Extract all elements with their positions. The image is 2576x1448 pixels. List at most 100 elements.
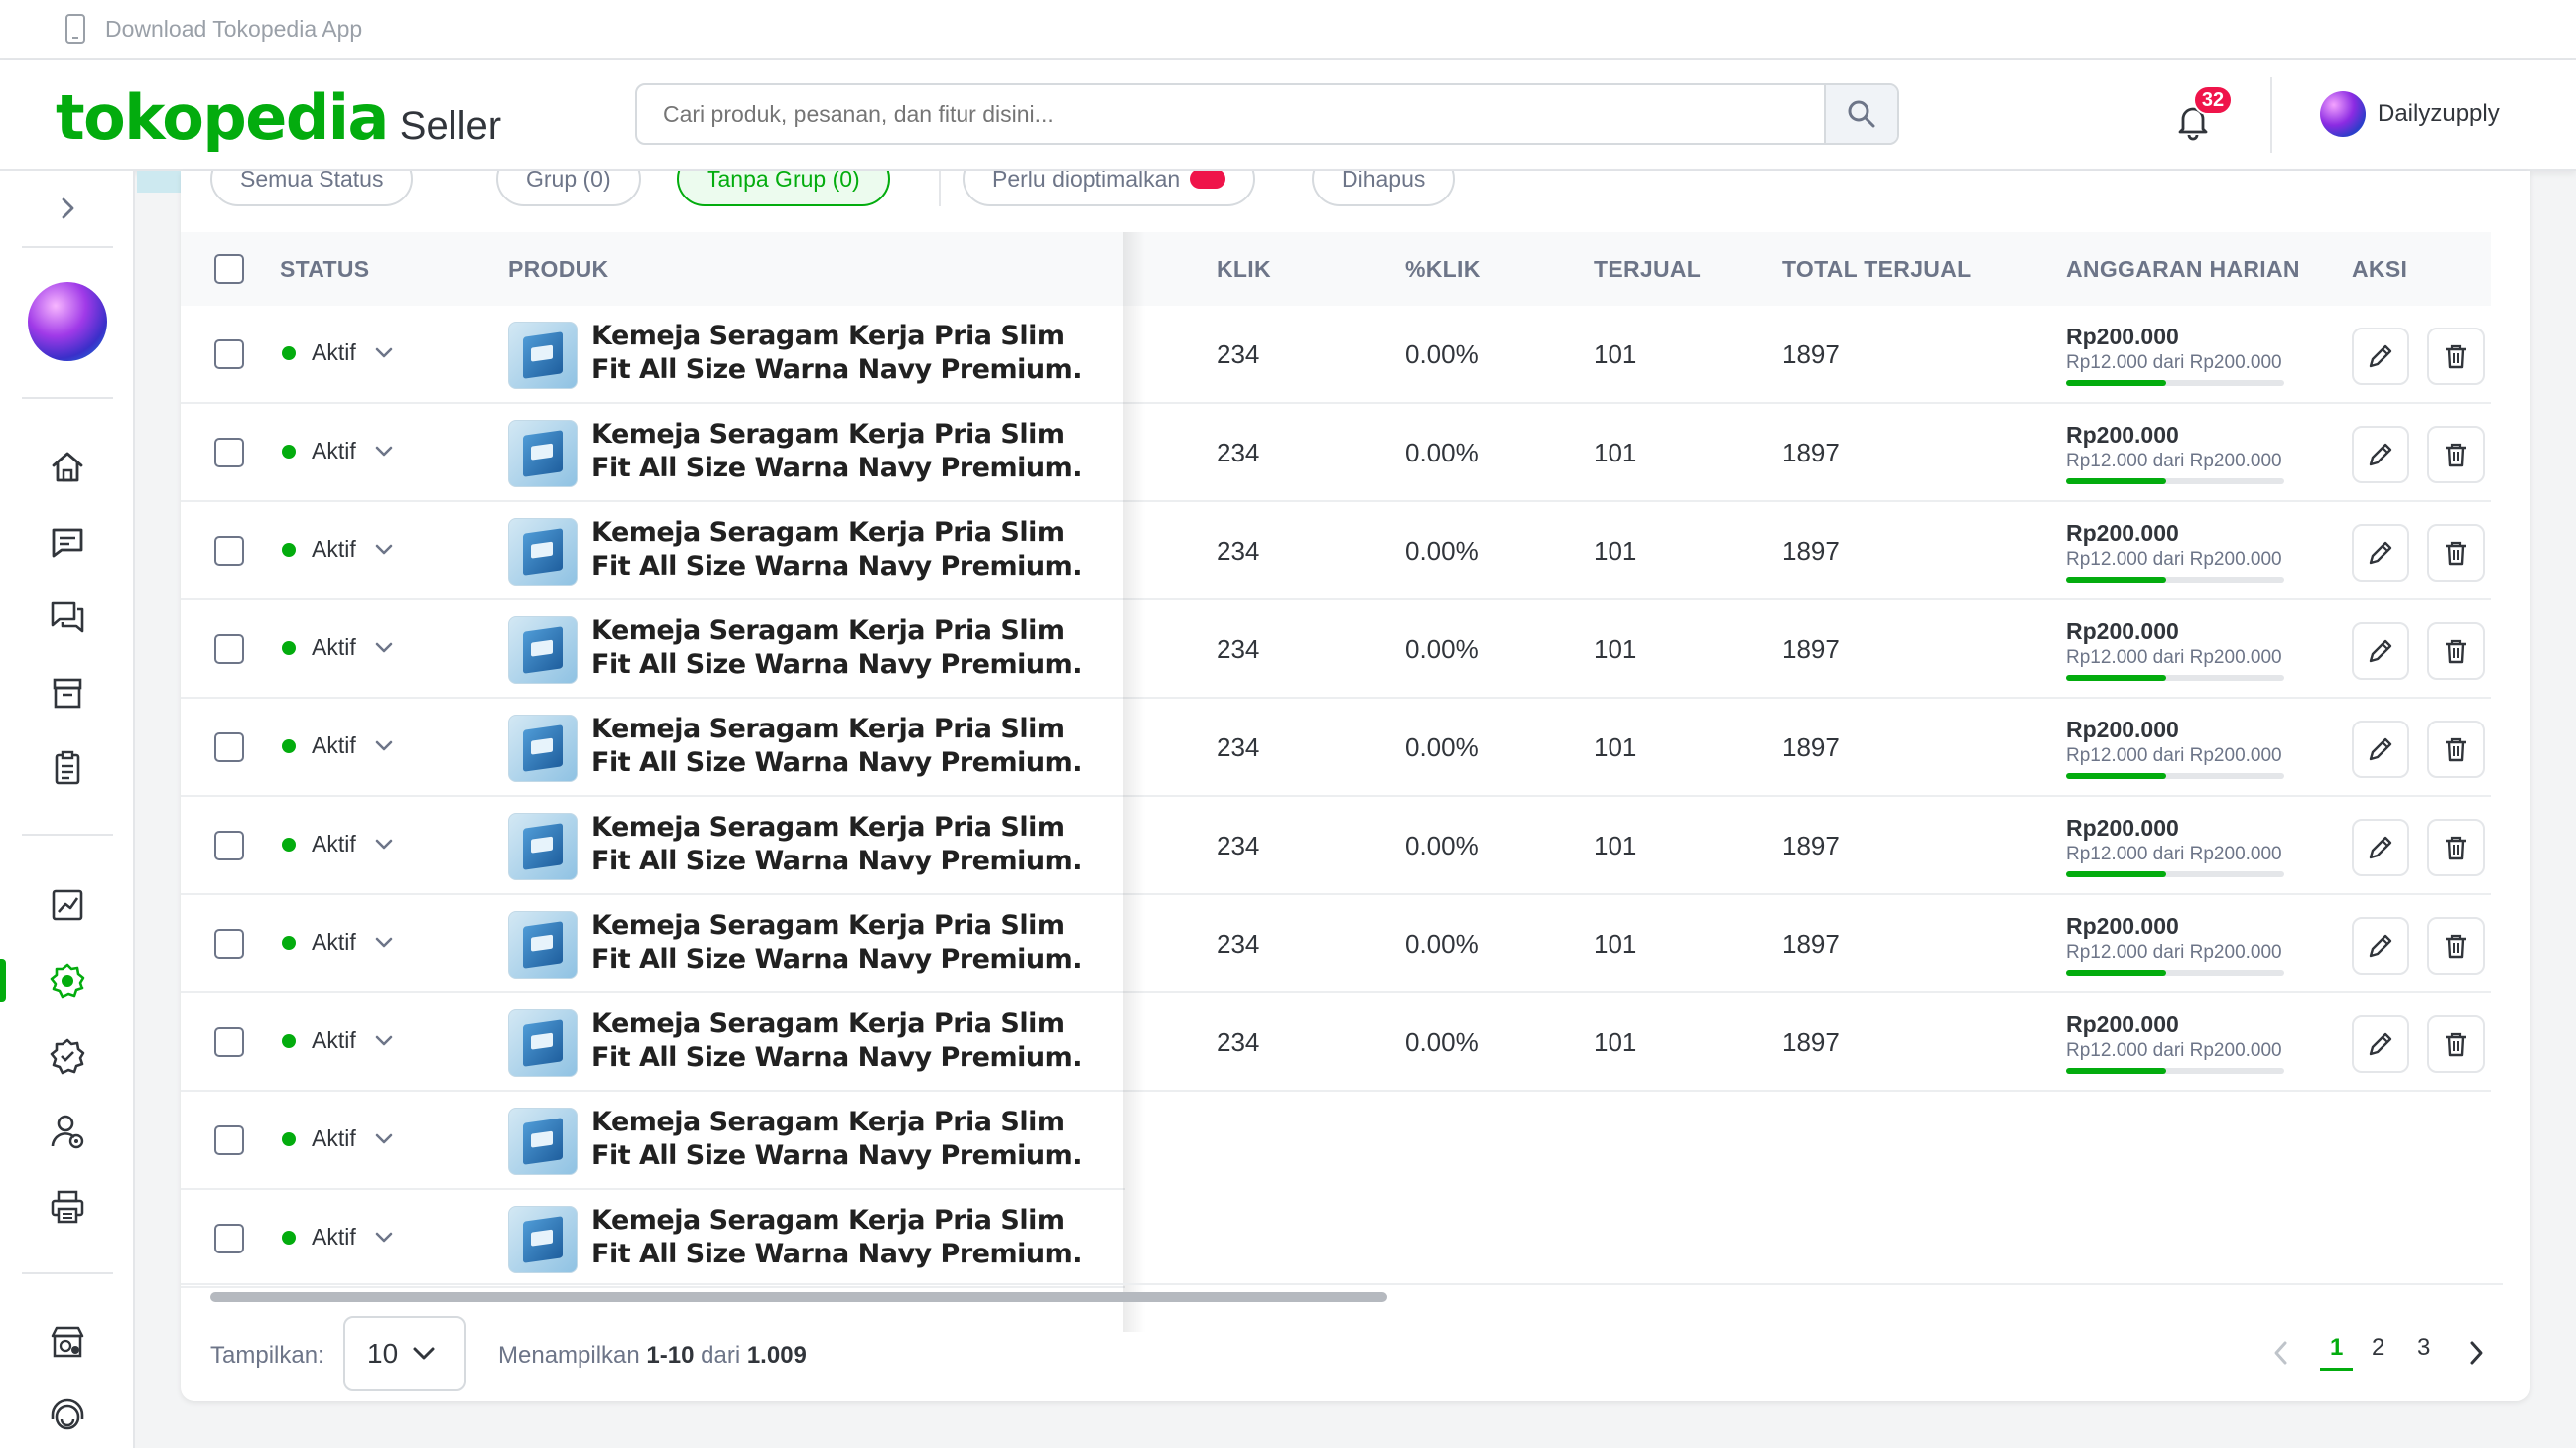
row-checkbox[interactable] [214, 438, 244, 467]
statistics-icon[interactable] [48, 885, 87, 925]
delete-button[interactable] [2427, 426, 2485, 483]
filter-chip-deleted[interactable]: Dihapus [1312, 171, 1456, 206]
filter-chip-group[interactable]: Grup (0) [496, 171, 641, 206]
status-dropdown[interactable]: Aktif [282, 1125, 394, 1152]
support-icon[interactable] [48, 1397, 87, 1437]
row-checkbox[interactable] [214, 339, 244, 369]
product-name[interactable]: Kemeja Seragam Kerja Pria Slim Fit All S… [591, 1107, 1082, 1171]
pencil-icon [2369, 639, 2392, 663]
status-dropdown[interactable]: Aktif [282, 536, 394, 563]
product-name[interactable]: Kemeja Seragam Kerja Pria Slim Fit All S… [591, 1008, 1082, 1073]
chat-icon[interactable] [48, 522, 87, 562]
per-page-value: 10 [367, 1338, 399, 1369]
edit-button[interactable] [2352, 524, 2409, 582]
sold-value: 101 [1594, 1027, 1637, 1057]
filter-chip-no-group[interactable]: Tanpa Grup (0) [677, 171, 890, 206]
status-dropdown[interactable]: Aktif [282, 929, 394, 956]
header-status[interactable]: STATUS [280, 255, 370, 282]
page-3[interactable]: 3 [2417, 1334, 2431, 1361]
order-list-icon[interactable] [48, 748, 87, 788]
row-checkbox[interactable] [214, 634, 244, 664]
search-box [635, 83, 1899, 145]
row-checkbox[interactable] [214, 732, 244, 762]
click-pct-value: 0.00% [1405, 732, 1479, 762]
download-app-link[interactable]: Download Tokopedia App [105, 15, 363, 42]
product-name[interactable]: Kemeja Seragam Kerja Pria Slim Fit All S… [591, 714, 1082, 778]
status-dropdown[interactable]: Aktif [282, 438, 394, 464]
edit-button[interactable] [2352, 819, 2409, 876]
edit-button[interactable] [2352, 426, 2409, 483]
status-dropdown[interactable]: Aktif [282, 1224, 394, 1251]
status-dropdown[interactable]: Aktif [282, 831, 394, 857]
product-name[interactable]: Kemeja Seragam Kerja Pria Slim Fit All S… [591, 812, 1082, 876]
product-image[interactable] [508, 1206, 578, 1273]
product-name[interactable]: Kemeja Seragam Kerja Pria Slim Fit All S… [591, 321, 1082, 385]
horizontal-scrollbar[interactable] [210, 1292, 1387, 1302]
product-name[interactable]: Kemeja Seragam Kerja Pria Slim Fit All S… [591, 419, 1082, 483]
delete-button[interactable] [2427, 1015, 2485, 1073]
print-icon[interactable] [48, 1187, 87, 1227]
header-product[interactable]: PRODUK [508, 255, 609, 282]
expand-sidebar-button[interactable] [48, 189, 87, 228]
product-name[interactable]: Kemeja Seragam Kerja Pria Slim Fit All S… [591, 517, 1082, 582]
product-name[interactable]: Kemeja Seragam Kerja Pria Slim Fit All S… [591, 1205, 1082, 1269]
delete-button[interactable] [2427, 721, 2485, 778]
delete-button[interactable] [2427, 917, 2485, 975]
page-2[interactable]: 2 [2372, 1334, 2385, 1361]
product-image[interactable] [508, 322, 578, 389]
edit-button[interactable] [2352, 622, 2409, 680]
filter-chip-needs-optimization[interactable]: Perlu dioptimalkan [963, 171, 1256, 206]
badge-icon[interactable] [48, 1036, 87, 1076]
product-image[interactable] [508, 1108, 578, 1175]
ads-icon[interactable] [48, 961, 87, 1000]
header-click[interactable]: KLIK [1217, 255, 1271, 282]
page-1[interactable]: 1 [2320, 1334, 2354, 1371]
row-checkbox[interactable] [214, 1027, 244, 1057]
status-dropdown[interactable]: Aktif [282, 1027, 394, 1054]
row-checkbox[interactable] [214, 1224, 244, 1253]
product-image[interactable] [508, 1009, 578, 1077]
delete-button[interactable] [2427, 622, 2485, 680]
search-input[interactable] [663, 97, 1754, 131]
shop-icon[interactable] [48, 1322, 87, 1362]
delete-button[interactable] [2427, 819, 2485, 876]
row-checkbox[interactable] [214, 1125, 244, 1155]
delete-button[interactable] [2427, 328, 2485, 385]
row-checkbox[interactable] [214, 536, 244, 566]
product-image[interactable] [508, 813, 578, 880]
edit-button[interactable] [2352, 917, 2409, 975]
header-sold[interactable]: TERJUAL [1594, 255, 1702, 282]
row-checkbox[interactable] [214, 929, 244, 959]
user-settings-icon[interactable] [48, 1112, 87, 1151]
product-image[interactable] [508, 715, 578, 782]
product-image[interactable] [508, 911, 578, 979]
product-name[interactable]: Kemeja Seragam Kerja Pria Slim Fit All S… [591, 910, 1082, 975]
user-menu[interactable]: Dailyzupply [2320, 91, 2500, 137]
delete-button[interactable] [2427, 524, 2485, 582]
per-page-select[interactable]: 10 [343, 1316, 466, 1391]
row-checkbox[interactable] [214, 831, 244, 860]
edit-button[interactable] [2352, 328, 2409, 385]
product-image[interactable] [508, 616, 578, 684]
search-button[interactable] [1824, 85, 1897, 143]
product-image[interactable] [508, 518, 578, 586]
next-page-icon[interactable] [2465, 1340, 2487, 1366]
product-image[interactable] [508, 420, 578, 487]
store-icon[interactable] [48, 673, 87, 713]
edit-button[interactable] [2352, 721, 2409, 778]
header-click-pct[interactable]: %KLIK [1405, 255, 1481, 282]
home-icon[interactable] [48, 447, 87, 486]
filter-chip-all[interactable]: Semua Status [210, 171, 414, 206]
shop-avatar[interactable] [28, 282, 107, 361]
header-total-sold[interactable]: TOTAL TERJUAL [1782, 255, 1972, 282]
product-name[interactable]: Kemeja Seragam Kerja Pria Slim Fit All S… [591, 615, 1082, 680]
status-dropdown[interactable]: Aktif [282, 634, 394, 661]
select-all-checkbox[interactable] [214, 254, 244, 284]
header-daily-budget[interactable]: ANGGARAN HARIAN [2066, 255, 2300, 282]
edit-button[interactable] [2352, 1015, 2409, 1073]
logo[interactable]: tokopedia Seller [56, 81, 501, 154]
prev-page-icon[interactable] [2270, 1340, 2292, 1366]
status-dropdown[interactable]: Aktif [282, 339, 394, 366]
status-dropdown[interactable]: Aktif [282, 732, 394, 759]
discussion-icon[interactable] [48, 597, 87, 637]
